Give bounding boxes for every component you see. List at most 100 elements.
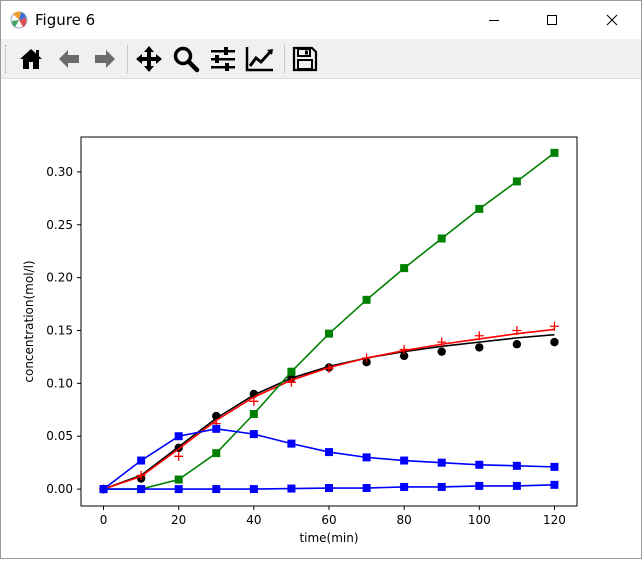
minimize-icon [489,20,499,21]
series-5-point [249,430,258,439]
series-3-point [474,331,484,341]
series-5-point [137,456,146,465]
series-4-point [325,329,333,338]
toolbar-grip[interactable] [5,45,9,73]
series-6-point [550,480,559,489]
series-6-point [249,485,258,494]
x-tick-label: 100 [468,513,491,527]
maximize-button[interactable] [529,1,575,39]
close-icon [606,14,618,26]
series-4-point [400,264,409,273]
series-3-point [324,364,334,374]
series-6-point [437,482,446,491]
line-chart-icon [245,46,273,71]
y-tick-label: 0.05 [46,429,73,443]
minimize-button[interactable] [471,1,517,39]
arrow-left-icon [59,49,79,68]
maximize-icon [547,15,557,25]
series-4-point [287,367,296,376]
series-6-point [512,481,521,490]
x-tick-label: 120 [543,513,566,527]
y-tick-label: 0.25 [46,218,73,232]
series-3-point [362,353,372,363]
series-6-point [137,485,146,494]
series-4-point [437,234,446,243]
close-button[interactable] [589,1,635,39]
series-3-point [549,321,559,331]
y-tick-label: 0.00 [46,482,73,496]
arrow-right-icon [95,49,115,68]
series-3-point [286,377,296,387]
toolbar-separator [284,45,285,73]
series-3-point [512,325,522,335]
series-6-point [174,485,183,494]
plot-svg[interactable]: 0 20 40 60 80 100 120 0.00 0.05 0.10 0.15 0.20 0.25 0… [1,79,641,558]
series-6-point [362,484,371,493]
series-1-point [512,340,522,349]
y-tick-label: 0.30 [46,165,73,179]
toolbar-separator [127,45,128,73]
title-bar[interactable]: Figure 6 [1,1,641,39]
y-axis-label: concentration(mol/l) [22,260,36,382]
series-5-point [325,448,333,457]
series-3-point [399,345,409,355]
back-button[interactable] [53,42,85,75]
series-4-point [174,475,183,484]
series-4-point [550,148,559,157]
series-5-line [103,428,555,490]
series-4-point [212,449,221,458]
series-6-point [287,484,296,493]
series-3-point [249,396,259,406]
save-button[interactable] [289,42,321,75]
series-4-line [103,152,555,490]
series-5-point [362,453,371,462]
pan-button[interactable] [133,42,165,75]
window-title: Figure 6 [35,11,96,29]
series-5-point [212,424,221,433]
series-0-line [103,333,555,490]
series-1-point [399,351,409,361]
series-3-point [437,337,447,347]
series-4-point [512,177,521,186]
configure-subplots-button[interactable] [207,42,239,75]
series-5-point [550,462,559,471]
home-button[interactable] [15,42,47,75]
y-tick-label: 0.10 [46,376,73,390]
zoom-button[interactable] [170,42,202,75]
edit-axis-button[interactable] [244,42,276,75]
x-tick-label: 60 [321,513,336,527]
home-icon [20,48,42,69]
series-6-point [325,484,333,493]
series-5-point [512,461,521,470]
series-5-point [475,460,484,469]
x-tick-label: 80 [397,513,412,527]
sliders-icon [211,46,235,71]
series-4-point [249,410,258,419]
series-3-point [174,451,184,461]
magnifier-icon [173,46,200,72]
x-tick-label: 20 [171,513,186,527]
series-1-point [550,337,559,347]
x-tick-label: 0 [100,513,108,527]
x-axis-label: time(min) [299,531,358,545]
series-6-point [475,481,484,490]
series-4-point [475,204,484,213]
forward-button[interactable] [89,42,121,75]
figure-canvas[interactable]: 0 20 40 60 80 100 120 0.00 0.05 0.10 0.15 0.20 0.25 0… [1,79,641,558]
series-5-point [437,458,446,467]
series-5-point [174,432,183,441]
series-6-point [99,485,108,494]
move-icon [136,45,162,72]
y-tick-label: 0.20 [46,271,73,285]
series-1-point [475,343,484,352]
x-tick-label: 40 [246,513,261,527]
navigation-toolbar [1,39,641,79]
series-3-point [136,470,146,480]
series-5-point [287,439,296,448]
y-tick-label: 0.15 [46,323,73,337]
matplotlib-logo-icon [10,11,28,29]
floppy-disk-icon [292,46,318,71]
series-6-point [400,482,409,491]
series-4-point [362,295,371,304]
